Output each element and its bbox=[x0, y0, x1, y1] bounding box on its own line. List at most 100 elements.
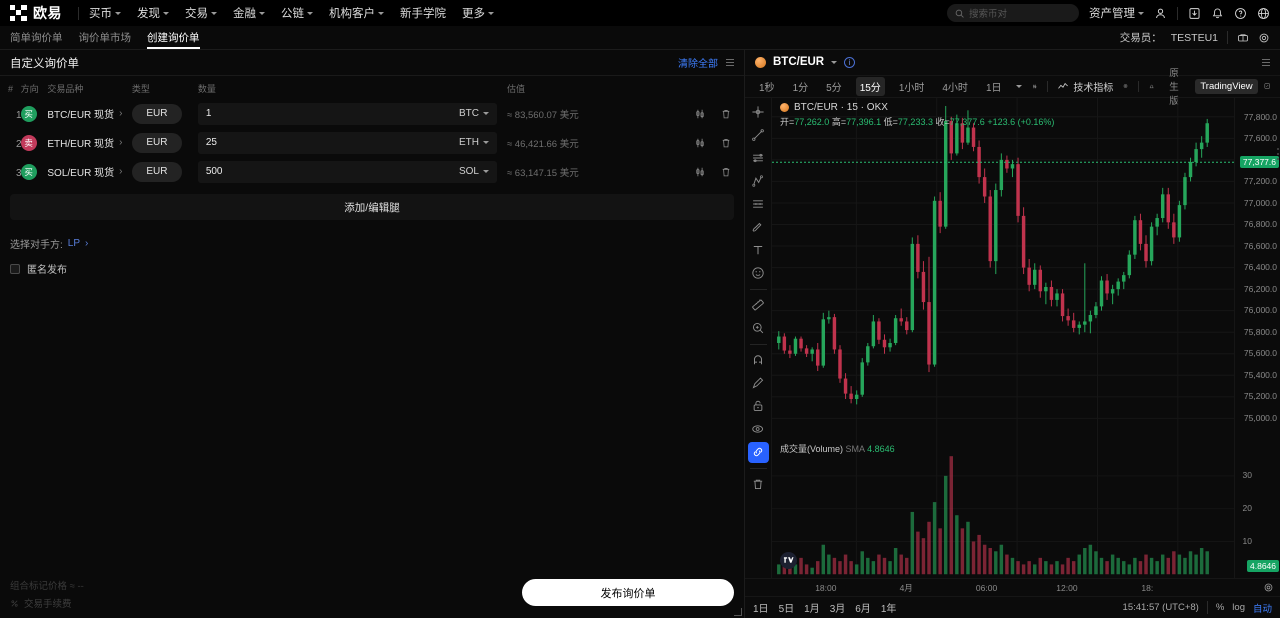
quantity-input[interactable]: 500 SOL bbox=[197, 160, 497, 183]
time-settings-button[interactable] bbox=[1263, 582, 1274, 593]
direction-badge-buy[interactable]: 买 bbox=[20, 105, 37, 122]
indicators-button[interactable]: 技术指标 bbox=[1057, 79, 1113, 94]
range-1mo[interactable]: 1月 bbox=[804, 604, 820, 615]
timeframe-15m[interactable]: 15分 bbox=[855, 76, 885, 96]
user-account-button[interactable] bbox=[1154, 7, 1167, 20]
range-5d[interactable]: 5日 bbox=[778, 604, 795, 615]
delete-icon[interactable] bbox=[720, 166, 732, 178]
snapshot-icon[interactable] bbox=[1149, 80, 1154, 93]
pane-edge-handle[interactable] bbox=[1277, 147, 1279, 160]
timeframe-1s[interactable]: 1秒 bbox=[759, 82, 775, 94]
quantity-input[interactable]: 1 BTC bbox=[197, 102, 497, 125]
remove-drawings-tool-icon[interactable] bbox=[748, 474, 769, 495]
pitchfork-tool-icon[interactable] bbox=[748, 171, 769, 192]
nav-label: 更多 bbox=[462, 8, 485, 20]
publish-rfq-button[interactable]: 发布询价单 bbox=[522, 579, 734, 606]
direction-badge-sell[interactable]: 卖 bbox=[20, 134, 37, 151]
chevron-down-icon[interactable] bbox=[831, 60, 838, 64]
type-pill[interactable]: EUR bbox=[131, 103, 182, 124]
chart-drag-handle[interactable] bbox=[1262, 58, 1270, 66]
download-app-button[interactable] bbox=[1188, 7, 1201, 20]
counterparty-selector[interactable]: 选择对手方: LP › bbox=[10, 236, 744, 251]
info-icon[interactable]: i bbox=[844, 56, 856, 68]
add-edit-leg-button[interactable]: 添加/编辑腿 bbox=[10, 194, 734, 220]
delete-icon[interactable] bbox=[720, 108, 732, 120]
fullscreen-icon[interactable] bbox=[1264, 80, 1270, 92]
quantity-unit-selector[interactable]: SOL bbox=[459, 166, 489, 177]
trend-line-tool-icon[interactable] bbox=[748, 125, 769, 146]
chart-type-icon[interactable] bbox=[1032, 80, 1037, 93]
text-tool-icon[interactable] bbox=[748, 240, 769, 261]
assets-management-menu[interactable]: 资产管理 bbox=[1089, 5, 1144, 21]
horizontal-lines-tool-icon[interactable] bbox=[748, 148, 769, 169]
timeframe-1d[interactable]: 1日 bbox=[985, 82, 1002, 94]
anonymous-checkbox[interactable] bbox=[10, 263, 20, 274]
nav-item-trade[interactable]: 交易 bbox=[185, 5, 217, 21]
settings-button[interactable] bbox=[1258, 32, 1270, 44]
candlestick-icon[interactable] bbox=[694, 108, 706, 120]
symbol-selector[interactable]: ETH/EUR 现货 › bbox=[47, 135, 131, 150]
counterparty-value[interactable]: LP bbox=[67, 238, 81, 249]
chevron-down-icon[interactable] bbox=[1015, 84, 1022, 88]
range-3mo[interactable]: 3月 bbox=[829, 604, 846, 615]
zoom-in-tool-icon[interactable] bbox=[748, 318, 769, 339]
help-button[interactable] bbox=[1234, 7, 1247, 20]
pane-resize-grip[interactable] bbox=[734, 608, 742, 616]
direction-badge-buy[interactable]: 买 bbox=[20, 163, 37, 180]
timeframe-1h[interactable]: 1小时 bbox=[898, 82, 925, 94]
quantity-unit-selector[interactable]: BTC bbox=[459, 108, 489, 119]
chart-plot-area[interactable]: BTC/EUR · 15 · OKX 开=77,262.0 高=77,396.1… bbox=[772, 97, 1234, 578]
language-button[interactable] bbox=[1257, 7, 1270, 20]
nav-item-academy[interactable]: 新手学院 bbox=[400, 5, 446, 21]
tradingview-badge[interactable] bbox=[780, 551, 797, 569]
type-pill[interactable]: EUR bbox=[131, 161, 182, 182]
brush-tool-icon[interactable] bbox=[748, 217, 769, 238]
fibonacci-tool-icon[interactable] bbox=[748, 194, 769, 215]
timeframe-1m[interactable]: 1分 bbox=[792, 82, 809, 94]
type-pill[interactable]: EUR bbox=[131, 132, 182, 153]
nav-item-chain[interactable]: 公链 bbox=[281, 5, 313, 21]
candlestick-icon[interactable] bbox=[694, 137, 706, 149]
okx-logo[interactable]: 欧易 bbox=[10, 3, 62, 23]
symbol-selector[interactable]: SOL/EUR 现货 › bbox=[47, 164, 131, 179]
crosshair-tool-icon[interactable] bbox=[748, 102, 769, 123]
delete-icon[interactable] bbox=[720, 137, 732, 149]
percent-scale-button[interactable]: % bbox=[1215, 602, 1225, 613]
gear-icon[interactable] bbox=[1123, 80, 1128, 92]
layout-button[interactable] bbox=[1237, 32, 1249, 44]
search-input[interactable]: 搜索币对 bbox=[947, 4, 1079, 22]
magnet-tool-icon[interactable] bbox=[748, 350, 769, 371]
panel-drag-handle[interactable] bbox=[726, 59, 734, 66]
tab-simple-rfq[interactable]: 简单询价单 bbox=[10, 26, 63, 49]
measure-ruler-tool-icon[interactable] bbox=[748, 295, 769, 316]
quantity-unit-selector[interactable]: ETH bbox=[459, 137, 489, 148]
timeframe-4h[interactable]: 4小时 bbox=[942, 82, 968, 94]
candlestick-icon[interactable] bbox=[694, 166, 706, 178]
auto-scale-button[interactable]: 自动 bbox=[1252, 603, 1272, 615]
hide-drawings-tool-icon[interactable] bbox=[748, 419, 769, 440]
lock-tool-icon[interactable] bbox=[748, 396, 769, 417]
tab-create-rfq[interactable]: 创建询价单 bbox=[147, 26, 200, 49]
clear-all-button[interactable]: 清除全部 bbox=[678, 59, 718, 70]
sync-drawings-tool-icon[interactable] bbox=[747, 441, 769, 463]
timeframe-5m[interactable]: 5分 bbox=[826, 82, 842, 94]
tab-rfq-market[interactable]: 询价单市场 bbox=[79, 26, 132, 49]
drawing-mode-tool-icon[interactable] bbox=[748, 373, 769, 394]
nav-item-discover[interactable]: 发现 bbox=[137, 5, 169, 21]
range-1y[interactable]: 1年 bbox=[880, 604, 897, 615]
notifications-button[interactable] bbox=[1211, 7, 1224, 20]
version-native-button[interactable]: 原生版 bbox=[1169, 68, 1179, 108]
version-tradingview-button[interactable]: TradingView bbox=[1195, 78, 1258, 94]
price-axis[interactable]: 77,800.077,600.077,400.077,200.077,000.0… bbox=[1234, 97, 1280, 578]
time-axis[interactable]: 18:00 4月 06:00 12:00 18: bbox=[745, 578, 1280, 596]
nav-item-buy-crypto[interactable]: 买币 bbox=[89, 5, 121, 21]
quantity-input[interactable]: 25 ETH bbox=[197, 131, 497, 154]
nav-item-finance[interactable]: 金融 bbox=[233, 5, 265, 21]
emoji-tool-icon[interactable] bbox=[748, 263, 769, 284]
symbol-selector[interactable]: BTC/EUR 现货 › bbox=[47, 106, 131, 121]
log-scale-button[interactable]: log bbox=[1232, 602, 1245, 613]
range-1d[interactable]: 1日 bbox=[753, 604, 769, 615]
nav-item-institutional[interactable]: 机构客户 bbox=[329, 5, 384, 21]
nav-item-more[interactable]: 更多 bbox=[462, 5, 494, 21]
range-6mo[interactable]: 6月 bbox=[855, 604, 871, 615]
